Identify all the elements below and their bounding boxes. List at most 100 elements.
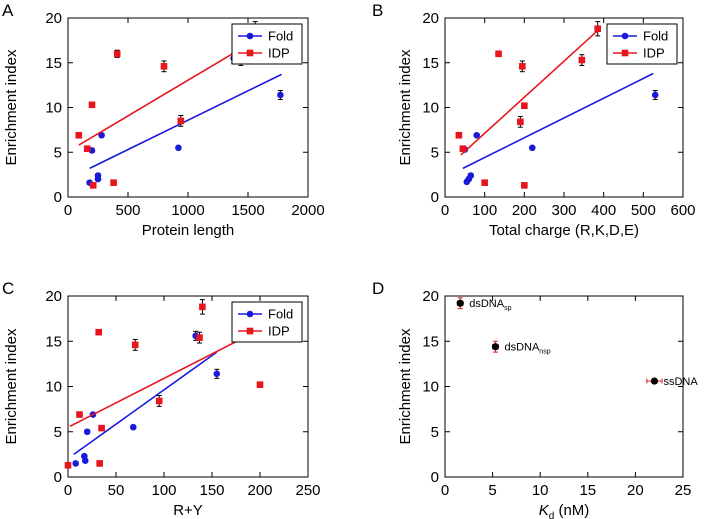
y-tick-label: 5 bbox=[54, 144, 62, 161]
idp-point bbox=[495, 50, 502, 58]
fold-fit-line bbox=[462, 72, 654, 170]
idp-point bbox=[517, 118, 524, 126]
legend: Fold IDP bbox=[231, 23, 303, 65]
y-tick-label: 0 bbox=[431, 469, 439, 486]
x-tick-label: 200 bbox=[247, 482, 272, 499]
y-tick-label: 0 bbox=[54, 469, 62, 486]
y-tick-label: 5 bbox=[431, 424, 439, 441]
idp-point bbox=[177, 117, 185, 125]
legend: Fold IDP bbox=[231, 301, 303, 343]
y-tick-label: 15 bbox=[45, 55, 62, 72]
x-axis-label: R+Y bbox=[173, 502, 203, 519]
y-tick-label: 10 bbox=[422, 379, 439, 396]
x-tick-label: 0 bbox=[64, 482, 72, 499]
fold-point bbox=[83, 428, 91, 436]
idp-fit-line bbox=[460, 29, 599, 156]
idp-fit-line bbox=[69, 328, 261, 428]
idp-point bbox=[199, 303, 206, 311]
idp-point bbox=[160, 63, 168, 70]
y-tick-label: 0 bbox=[54, 189, 62, 206]
idp-point bbox=[113, 50, 121, 58]
legend: Fold IDP bbox=[606, 23, 678, 65]
legend-idp-marker bbox=[621, 49, 629, 57]
fold-point bbox=[651, 91, 659, 99]
y-axis-label: Enrichment index bbox=[3, 328, 20, 444]
panel-letter: B bbox=[372, 1, 383, 20]
y-tick-label: 0 bbox=[431, 189, 439, 206]
fold-point bbox=[277, 91, 284, 99]
legend-fold-marker bbox=[246, 32, 254, 40]
x-tick-label: 20 bbox=[627, 482, 644, 499]
y-tick-label: 15 bbox=[422, 55, 439, 72]
idp-point bbox=[155, 397, 163, 405]
idp-point bbox=[64, 461, 72, 469]
idp-point bbox=[76, 411, 83, 418]
panel-letter: A bbox=[2, 1, 14, 20]
dna-point bbox=[650, 377, 659, 385]
legend-fold-marker bbox=[621, 32, 629, 40]
legend-idp-marker bbox=[246, 49, 254, 57]
y-tick-label: 20 bbox=[45, 10, 62, 27]
y-tick-label: 10 bbox=[45, 379, 62, 396]
idp-point bbox=[83, 145, 91, 152]
idp-point bbox=[459, 145, 467, 152]
x-tick-label: 0 bbox=[441, 482, 449, 499]
idp-point bbox=[89, 182, 97, 189]
x-tick-label: 250 bbox=[295, 482, 320, 499]
fold-point bbox=[213, 370, 221, 378]
idp-point bbox=[110, 179, 117, 186]
x-tick-label: 600 bbox=[670, 202, 695, 219]
fold-point bbox=[129, 423, 137, 431]
dna-point-label: dsDNAsp bbox=[469, 298, 511, 312]
fold-point bbox=[528, 144, 536, 152]
legend-idp-marker bbox=[246, 327, 254, 335]
idp-point bbox=[455, 131, 463, 139]
y-tick-label: 5 bbox=[431, 144, 439, 161]
idp-point bbox=[521, 182, 528, 189]
fold-fit-line bbox=[89, 73, 282, 170]
panel-letter: D bbox=[372, 279, 384, 298]
x-tick-label: 500 bbox=[115, 202, 140, 219]
x-tick-label: 50 bbox=[108, 482, 125, 499]
legend-fold-marker bbox=[246, 310, 254, 318]
y-axis-label: Enrichment index bbox=[3, 49, 20, 165]
legend-fold-label: Fold bbox=[643, 29, 668, 44]
x-tick-label: 1000 bbox=[171, 202, 204, 219]
x-tick-label: 100 bbox=[151, 482, 176, 499]
idp-point bbox=[131, 341, 139, 349]
x-tick-label: 400 bbox=[591, 202, 616, 219]
dna-point-label: dsDNAnsp bbox=[504, 342, 550, 356]
legend-fold-label: Fold bbox=[268, 307, 293, 322]
y-tick-label: 10 bbox=[422, 100, 439, 117]
idp-point bbox=[578, 56, 586, 64]
fold-point bbox=[94, 172, 102, 179]
y-axis-label: Enrichment index bbox=[397, 328, 414, 444]
idp-point bbox=[521, 102, 528, 110]
y-tick-label: 10 bbox=[45, 100, 62, 117]
y-tick-label: 20 bbox=[45, 288, 62, 305]
fold-fit-line bbox=[73, 351, 218, 456]
x-axis-label: Total charge (R,K,D,E) bbox=[489, 222, 639, 239]
x-tick-label: 10 bbox=[532, 482, 549, 499]
x-tick-label: 0 bbox=[64, 202, 72, 219]
x-axis-label: Protein length bbox=[142, 222, 235, 239]
x-axis-label: Kd (nM) bbox=[539, 502, 590, 519]
y-tick-label: 5 bbox=[54, 424, 62, 441]
y-tick-label: 20 bbox=[422, 10, 439, 27]
y-tick-label: 20 bbox=[422, 288, 439, 305]
x-tick-label: 5 bbox=[488, 482, 496, 499]
panel-letter: C bbox=[2, 279, 14, 298]
legend-idp-label: IDP bbox=[268, 324, 290, 339]
chart-panel-A: A 0 500 1000 1500 2000 0 5 10 15 20 Protein length E… bbox=[2, 1, 325, 239]
dna-point bbox=[491, 343, 500, 351]
y-tick-label: 15 bbox=[422, 333, 439, 350]
idp-fit-line bbox=[78, 39, 256, 146]
fold-point bbox=[467, 172, 475, 179]
x-tick-label: 100 bbox=[472, 202, 497, 219]
idp-point bbox=[256, 381, 264, 388]
idp-point bbox=[98, 424, 105, 432]
chart-panel-D: D 0 5 10 15 20 25 0 5 10 15 20 Kd (nM) Enrichment ind… bbox=[372, 279, 698, 519]
chart-panel-C: C 0 50 100 150 200 250 0 5 10 15 20 R+Y Enrichment in… bbox=[2, 279, 321, 519]
x-tick-label: 300 bbox=[551, 202, 576, 219]
